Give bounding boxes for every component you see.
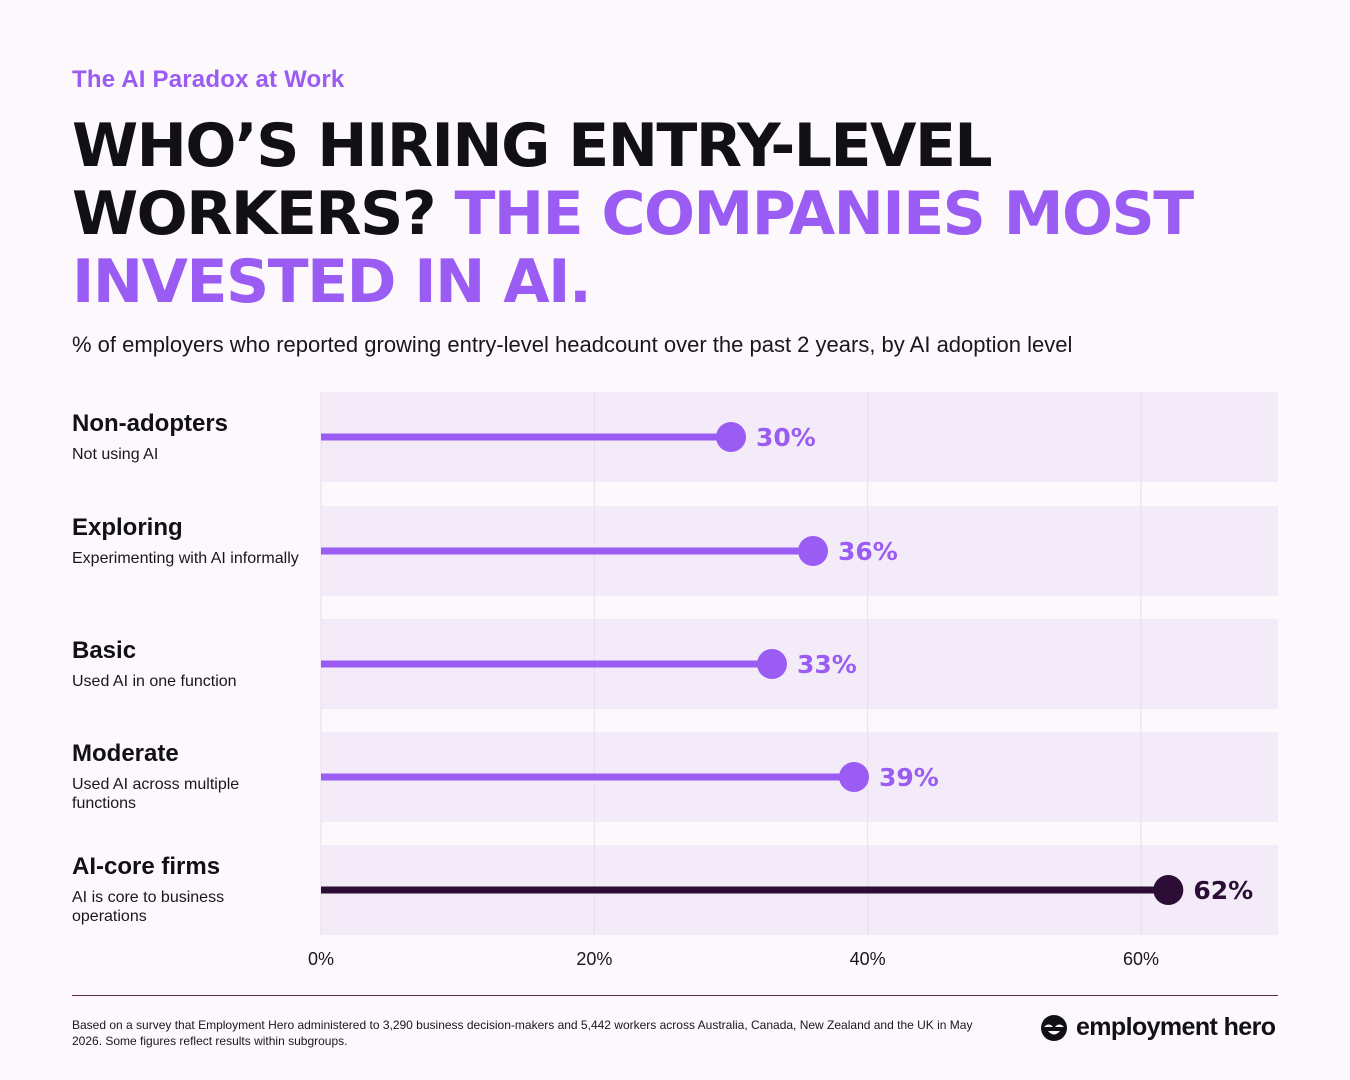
row-name: Moderate: [72, 740, 179, 767]
x-tick-label: 60%: [1123, 949, 1159, 969]
row-name: Exploring: [72, 514, 183, 541]
row-name: Non-adopters: [72, 410, 228, 437]
value-label: 30%: [756, 423, 816, 452]
value-label: 39%: [879, 763, 939, 792]
lollipop-dot: [757, 649, 787, 679]
lollipop-dot: [1153, 875, 1184, 905]
row-desc: Used AI across multiple functions: [72, 776, 240, 812]
row-name: AI-core firms: [72, 853, 221, 880]
row-label-moderate: Moderate Used AI across multiple functio…: [72, 739, 302, 813]
row-name: Basic: [72, 637, 137, 664]
value-label: 62%: [1193, 876, 1253, 905]
footer-divider: [72, 995, 1278, 996]
row-label-exploring: Exploring Experimenting with AI informal…: [72, 513, 302, 568]
chart-subtitle: % of employers who reported growing entr…: [72, 332, 1073, 357]
x-tick-label: 20%: [576, 949, 612, 969]
row-desc: Not using AI: [72, 446, 159, 463]
lollipop-dot: [798, 536, 828, 566]
footnote: Based on a survey that Employment Hero a…: [72, 1018, 973, 1048]
row-label-non-adopters: Non-adopters Not using AI: [72, 409, 302, 464]
row-desc: Used AI in one function: [72, 673, 237, 690]
eyebrow-title: The AI Paradox at Work: [72, 66, 345, 93]
x-tick-label: 40%: [850, 949, 886, 969]
row-label-basic: Basic Used AI in one function: [72, 636, 302, 691]
row-desc: AI is core to business operations: [72, 889, 225, 925]
headline: WHO’S HIRING ENTRY-LEVEL WORKERS? THE CO…: [72, 112, 1282, 316]
value-label: 36%: [838, 537, 898, 566]
lollipop-chart: 30% 36% 33% 39% 62% 0% 20% 40% 60%: [308, 392, 1278, 969]
x-tick-label: 0%: [308, 949, 334, 969]
row-desc: Experimenting with AI informally: [72, 550, 299, 567]
employment-hero-mark-icon: [1041, 1014, 1067, 1041]
brand-name: employment hero: [1076, 1013, 1276, 1041]
row-label-ai-core: AI-core firms AI is core to business ope…: [72, 852, 302, 926]
lollipop-dot: [716, 422, 746, 452]
headline-dark-part: WHO’S HIRING ENTRY-LEVEL WORKERS?: [72, 111, 993, 249]
brand-logo: employment hero: [1040, 1013, 1276, 1042]
lollipop-dot: [839, 762, 869, 792]
value-label: 33%: [797, 650, 857, 679]
headline-accent-part: THE COMPANIES MOST INVESTED IN AI.: [72, 179, 1194, 317]
